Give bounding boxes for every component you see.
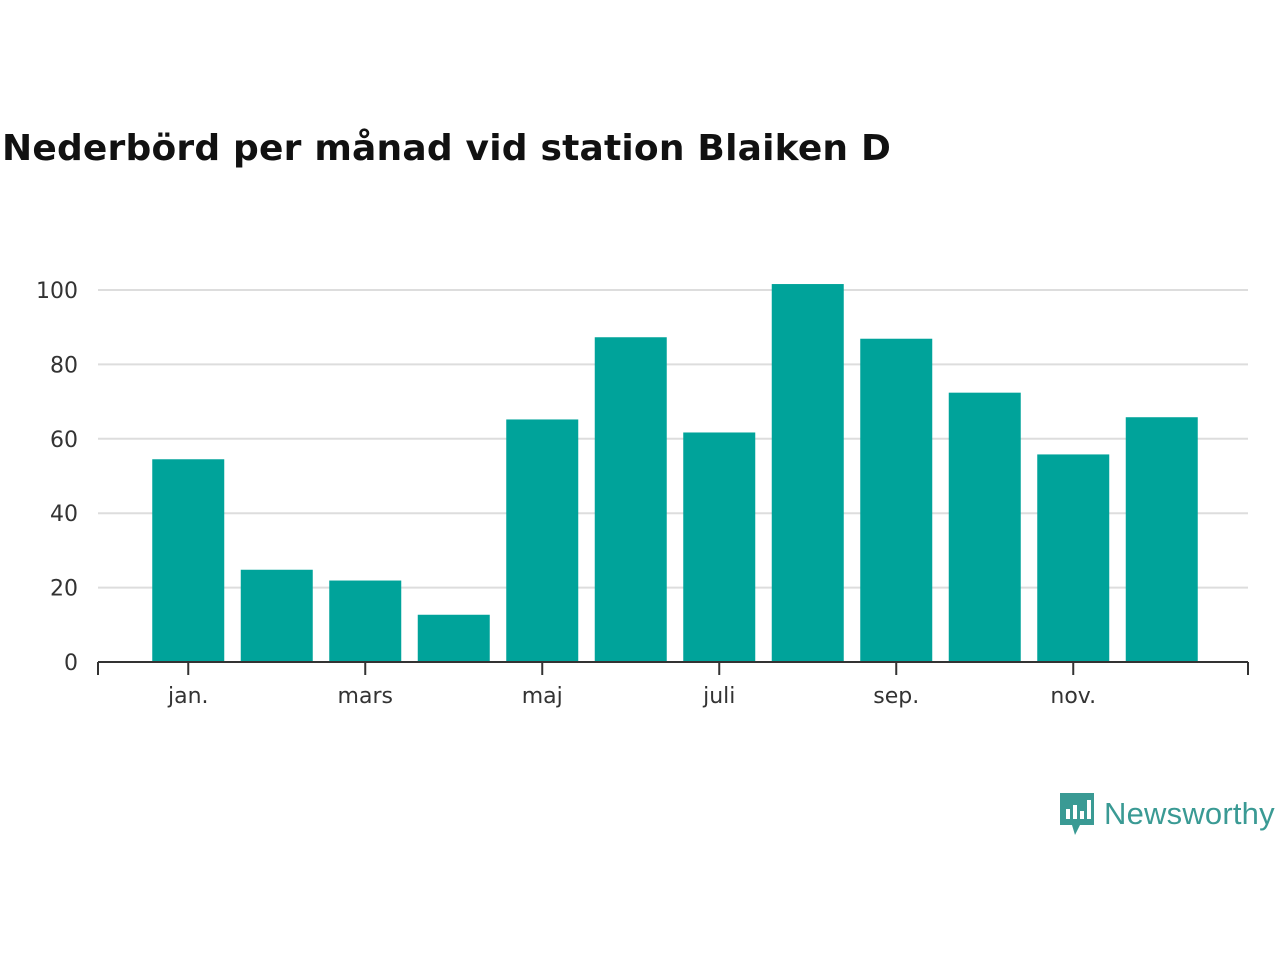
y-tick-label: 100 (36, 279, 78, 304)
y-tick-label: 20 (50, 577, 78, 602)
x-tick-label: sep. (873, 684, 919, 709)
bar-juni (594, 337, 667, 662)
bar-mars (329, 580, 402, 662)
x-tick-label: jan. (167, 684, 209, 709)
bar-dec (1125, 417, 1198, 662)
y-axis: 0 20 40 60 80 100 (36, 279, 78, 676)
brand-logo: Newsworthy (1058, 790, 1275, 838)
bar-sep (860, 338, 933, 662)
bar-apr (417, 614, 490, 662)
x-tick-label: mars (338, 684, 393, 709)
y-tick-label: 80 (50, 353, 78, 378)
bar-jan (152, 459, 225, 662)
brand-name: Newsworthy (1104, 796, 1275, 831)
chart-title: Nederbörd per månad vid station Blaiken … (2, 128, 892, 169)
x-tick-label: maj (522, 684, 563, 709)
y-tick-label: 60 (50, 428, 78, 453)
bar-okt (948, 392, 1021, 662)
bar-juli (683, 432, 756, 662)
newsworthy-logo-icon (1060, 793, 1094, 835)
bar-nov (1037, 454, 1110, 662)
bar-maj (506, 419, 579, 662)
x-tick-label: nov. (1050, 684, 1096, 709)
bar-feb (240, 569, 313, 662)
bars (152, 284, 1198, 662)
x-axis: jan. mars maj juli sep. nov. (97, 661, 1249, 709)
bar-aug (771, 284, 844, 662)
y-tick-label: 0 (64, 651, 78, 676)
y-tick-label: 40 (50, 502, 78, 527)
x-tick-label: juli (702, 684, 735, 709)
